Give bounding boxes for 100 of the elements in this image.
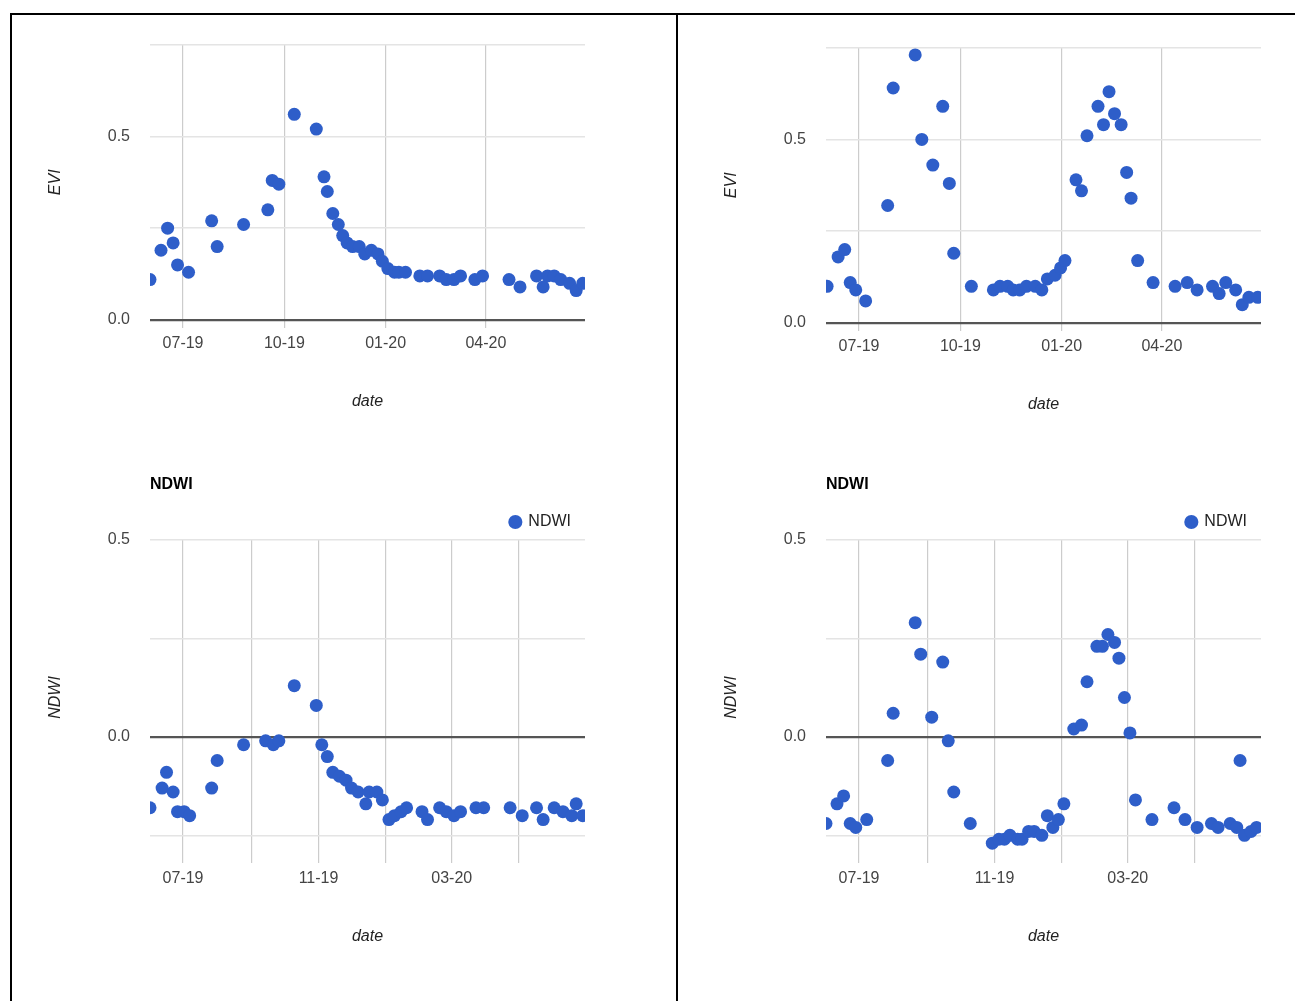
point [1097, 118, 1111, 132]
x-tick-label: 07-19 [162, 869, 204, 887]
point [287, 679, 301, 693]
point [515, 809, 529, 823]
point [1178, 813, 1192, 827]
point [261, 203, 275, 217]
chart-title: NDWI [826, 475, 869, 493]
point [237, 738, 251, 752]
point [886, 706, 900, 720]
point [1212, 287, 1226, 301]
point [166, 236, 180, 250]
x-tick-label: 01-20 [1041, 337, 1083, 355]
x-tick-label: 03-20 [1107, 869, 1149, 887]
x-tick-label: 11-19 [298, 869, 339, 887]
y-axis-title: NDWI [46, 675, 64, 719]
y-tick-label: 0.5 [783, 129, 807, 147]
point [400, 801, 414, 815]
point [1219, 276, 1233, 290]
point [908, 616, 922, 630]
point [1128, 793, 1142, 807]
point [287, 107, 301, 121]
point [1117, 691, 1131, 704]
point [1211, 820, 1225, 834]
y-axis-title: EVI [46, 168, 64, 196]
point [1145, 813, 1159, 827]
point [1074, 718, 1088, 732]
x-tick-label: 07-19 [162, 334, 204, 352]
point [941, 734, 955, 748]
point [1168, 279, 1182, 293]
point [536, 280, 550, 294]
point [1035, 828, 1049, 842]
point [454, 805, 468, 819]
point [536, 813, 550, 827]
point [326, 207, 340, 221]
point [331, 218, 345, 232]
point [1112, 651, 1126, 665]
point [320, 750, 334, 764]
point [936, 655, 950, 669]
point [530, 269, 544, 283]
point [171, 258, 185, 272]
x-tick-label: 07-19 [838, 869, 880, 887]
point [375, 793, 389, 807]
point [1040, 809, 1054, 823]
point [1080, 129, 1094, 143]
point [1035, 283, 1049, 297]
point [569, 797, 583, 811]
point [476, 269, 490, 283]
point [915, 132, 929, 146]
chart-title: NDWI [150, 475, 193, 493]
x-tick-label: 10-19 [263, 334, 305, 352]
x-axis-title: date [351, 391, 384, 409]
point [1074, 184, 1088, 198]
point [1123, 726, 1137, 740]
point [205, 214, 219, 228]
point [860, 813, 874, 827]
point [908, 48, 922, 62]
point [317, 170, 331, 184]
point [1080, 675, 1094, 689]
point [849, 820, 863, 834]
point [513, 280, 527, 294]
y-tick-label: 0.5 [107, 530, 131, 548]
point [166, 785, 180, 799]
point [1108, 107, 1122, 121]
point [309, 122, 323, 136]
point [1091, 99, 1105, 113]
point [315, 738, 329, 752]
point [1230, 820, 1244, 834]
point [477, 801, 491, 815]
y-tick-label: 0.0 [107, 310, 131, 328]
point [530, 801, 544, 815]
point [849, 283, 863, 297]
point [1114, 118, 1128, 132]
point [925, 710, 939, 724]
point [1120, 165, 1134, 179]
point [1058, 254, 1072, 268]
point [565, 809, 579, 823]
point [154, 243, 168, 257]
x-tick-label: 07-19 [838, 337, 880, 355]
point [1069, 173, 1083, 187]
point [1108, 635, 1122, 649]
x-tick-label: 11-19 [974, 869, 1015, 887]
point [503, 801, 517, 815]
y-tick-label: 0.5 [783, 530, 807, 548]
point [947, 246, 961, 260]
point [838, 243, 852, 257]
point [914, 647, 928, 661]
legend-label: NDWI [1204, 512, 1247, 530]
y-axis-title: NDWI [722, 675, 740, 719]
point [1057, 797, 1071, 811]
point [859, 294, 873, 308]
point [160, 765, 174, 779]
point [210, 754, 224, 767]
x-tick-label: 01-20 [365, 334, 407, 352]
point [947, 785, 961, 799]
point [942, 176, 956, 190]
point [881, 199, 895, 212]
point [1233, 754, 1247, 767]
point [1146, 276, 1160, 290]
y-tick-label: 0.0 [783, 313, 807, 331]
x-tick-label: 03-20 [431, 869, 473, 887]
